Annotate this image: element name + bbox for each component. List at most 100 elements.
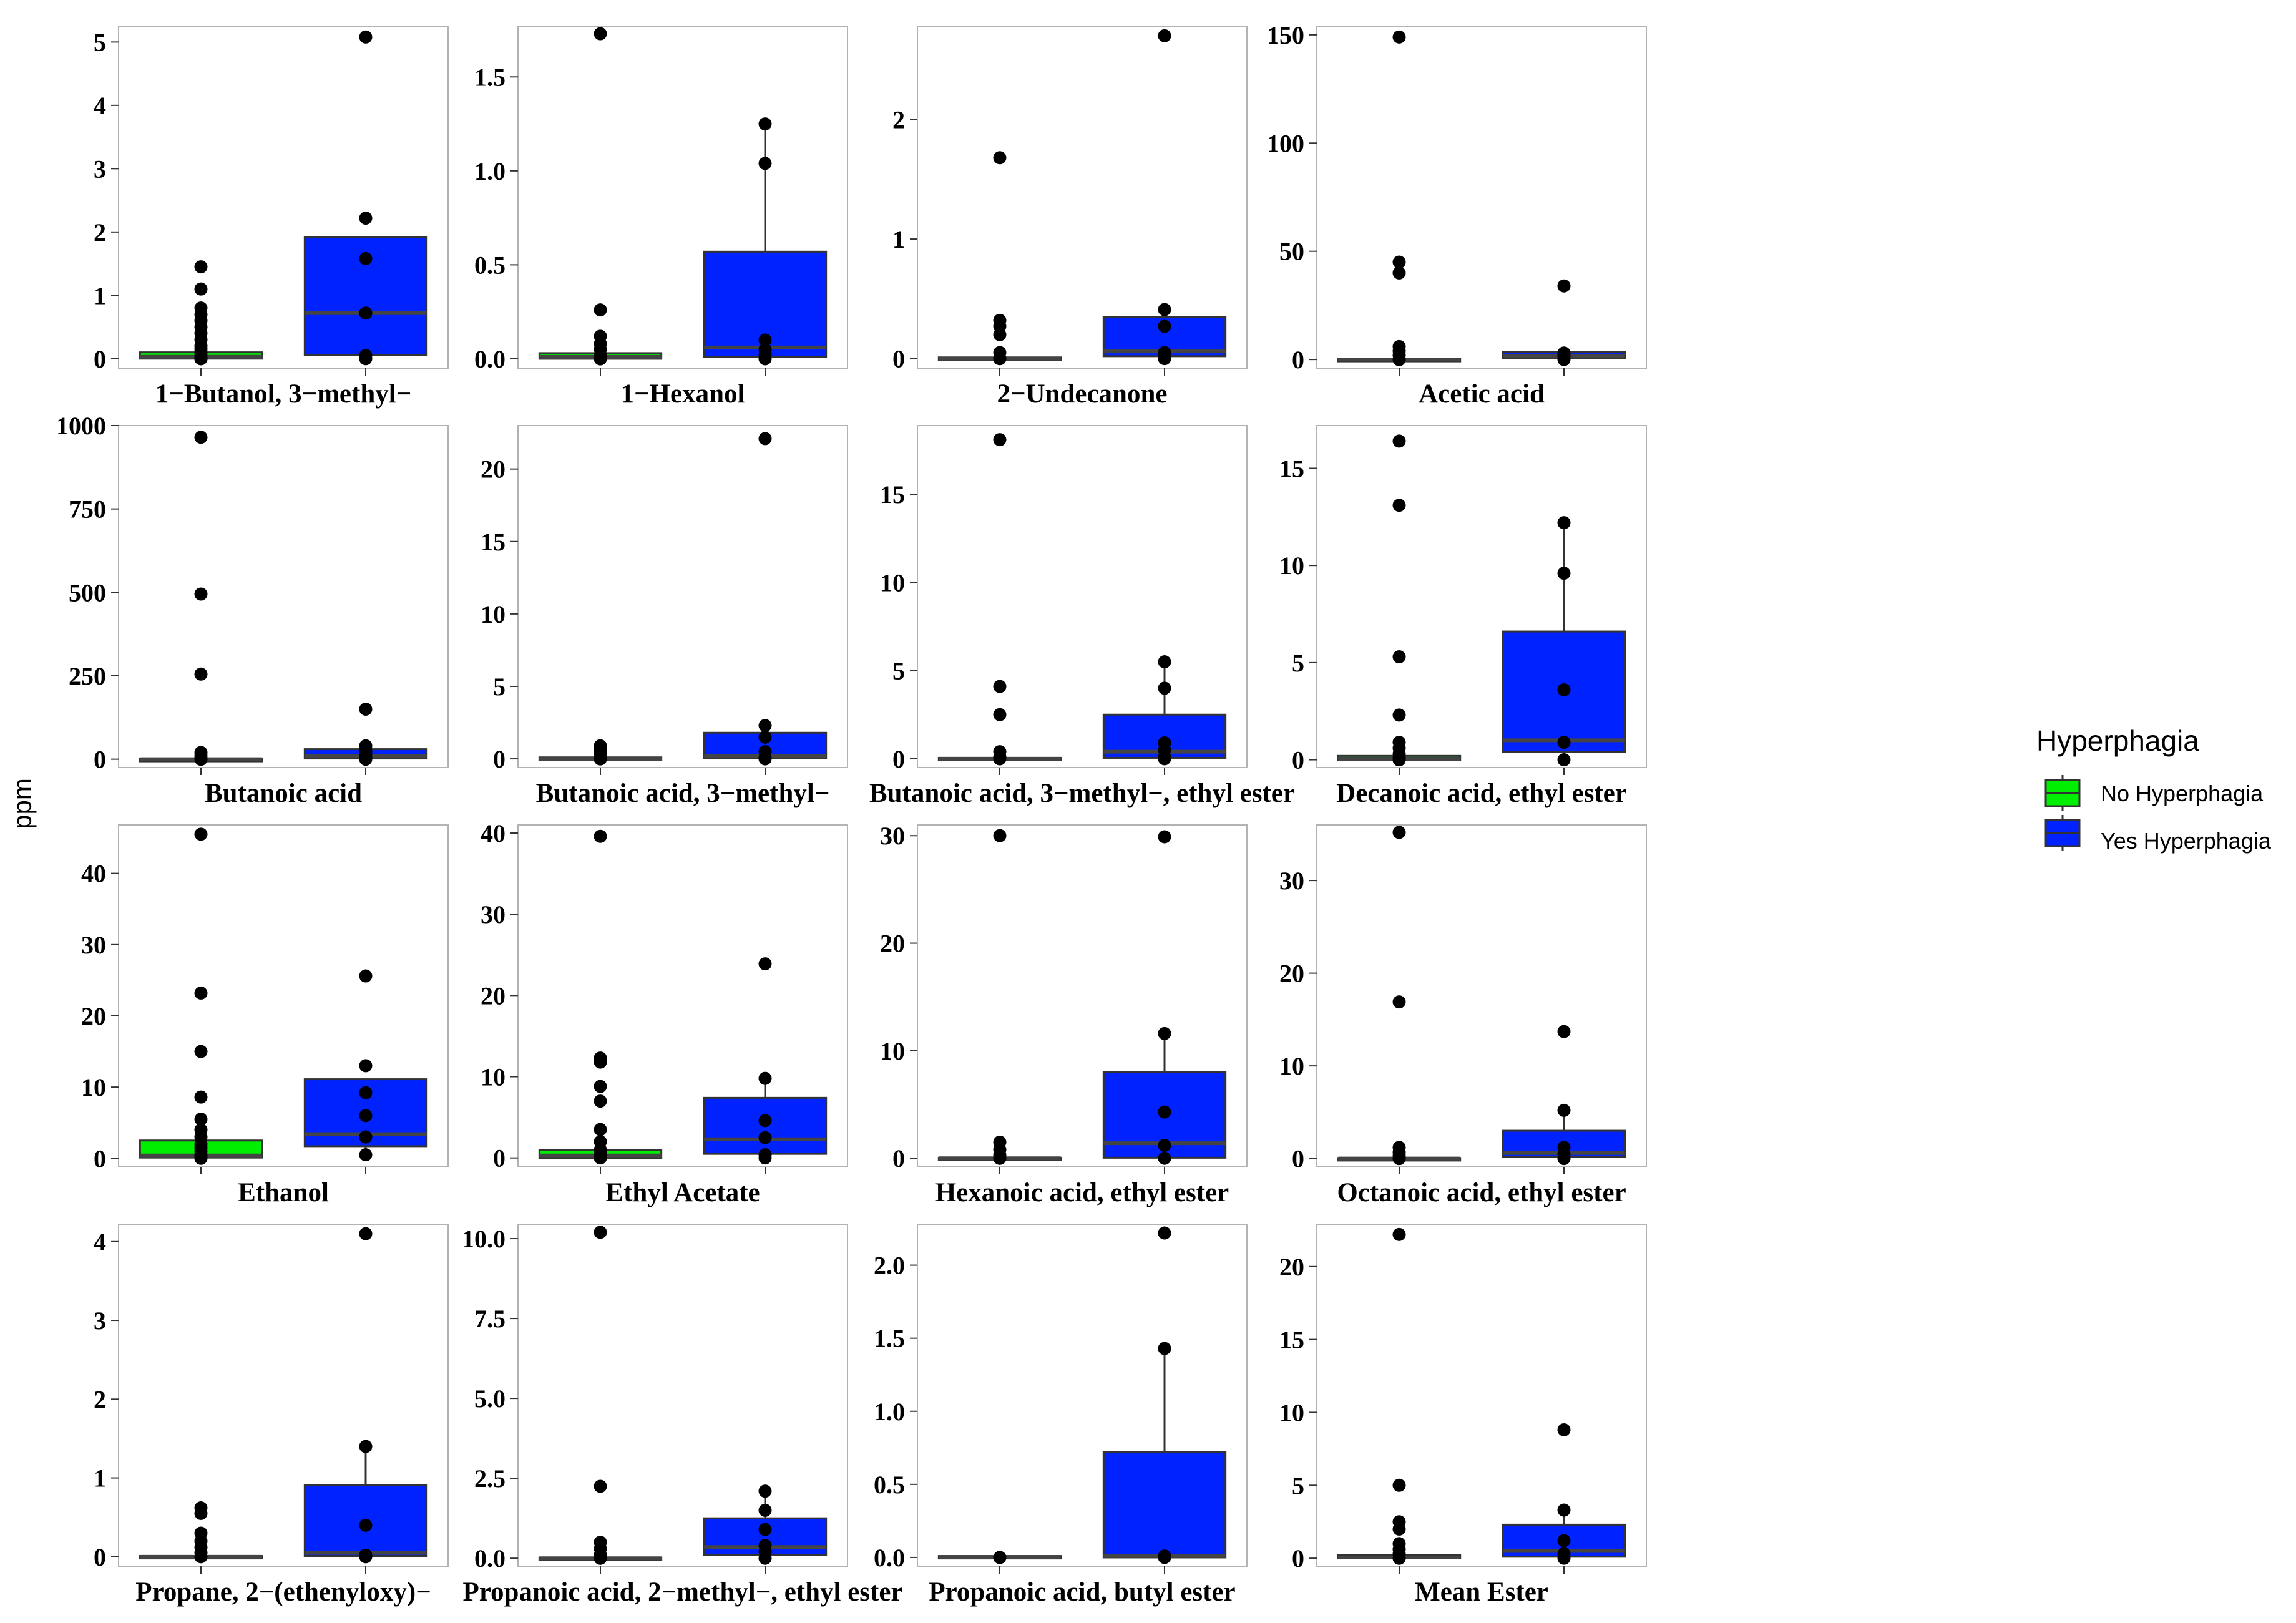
y-tick-label: 30 <box>1279 867 1304 895</box>
data-point <box>1158 1151 1171 1165</box>
data-point <box>594 739 607 753</box>
y-axis-label: ppm <box>7 778 37 829</box>
data-point <box>993 313 1007 327</box>
panel: 0 10 20 30 Octanoic acid, ethyl ester <box>1279 824 1647 1207</box>
panel: 0 10 20 30 40 Ethanol <box>81 824 449 1207</box>
data-point <box>758 744 772 758</box>
panel: 0 1 2 2−Undecanone <box>892 26 1248 409</box>
y-tick-label: 5 <box>892 657 905 685</box>
y-tick-label: 10 <box>880 568 905 597</box>
data-point <box>194 827 208 841</box>
data-point <box>1158 1226 1171 1240</box>
y-tick-label: 2.0 <box>874 1252 905 1280</box>
y-tick-label: 2.5 <box>474 1465 506 1493</box>
data-point <box>758 1539 772 1552</box>
y-tick-label: 2 <box>94 1385 106 1413</box>
data-point <box>359 1440 373 1453</box>
y-tick-label: 3 <box>94 155 106 183</box>
panel-title: Hexanoic acid, ethyl ester <box>935 1178 1229 1207</box>
panel-frame <box>1316 824 1647 1167</box>
data-point <box>993 829 1007 842</box>
y-tick-label: 10 <box>481 1063 506 1091</box>
data-point <box>758 730 772 744</box>
y-tick-label: 20 <box>1279 1253 1304 1281</box>
data-point <box>758 117 772 131</box>
data-point <box>993 433 1007 447</box>
y-tick-label: 1 <box>94 281 106 309</box>
y-tick-label: 40 <box>481 819 506 847</box>
data-point <box>359 1148 373 1162</box>
y-tick-label: 0 <box>892 345 905 373</box>
data-point <box>1158 655 1171 669</box>
data-point <box>758 1148 772 1161</box>
panel-title: Propanoic acid, butyl ester <box>929 1577 1235 1607</box>
data-point <box>1158 1139 1171 1153</box>
y-tick-label: 7.5 <box>474 1305 506 1333</box>
y-tick-label: 0 <box>892 1144 905 1172</box>
panel-title: Acetic acid <box>1419 379 1545 409</box>
y-tick-label: 10 <box>880 1037 905 1065</box>
data-point <box>758 1114 772 1128</box>
y-tick-label: 15 <box>1279 1326 1304 1354</box>
data-point <box>1392 1537 1406 1551</box>
y-tick-label: 15 <box>880 480 905 509</box>
legend-key-no-hyperphagia: No Hyperphagia <box>2044 775 2264 811</box>
panel-title: 2−Undecanone <box>997 379 1168 409</box>
panel-title: 1−Butanol, 3−methyl− <box>155 379 411 409</box>
panel-title: Ethanol <box>238 1178 329 1207</box>
y-tick-label: 1 <box>892 225 905 253</box>
data-point <box>1392 1141 1406 1154</box>
y-tick-label: 10.0 <box>462 1225 506 1253</box>
data-point <box>758 1484 772 1498</box>
data-point <box>194 1526 208 1540</box>
y-tick-label: 0 <box>1292 1544 1304 1572</box>
y-tick-label: 1.5 <box>474 63 506 91</box>
data-point <box>1557 567 1571 580</box>
data-point <box>359 306 373 320</box>
y-tick-label: 0 <box>1292 746 1304 774</box>
panel: 0 10 20 30 40 Ethyl Acetate <box>481 819 848 1207</box>
y-tick-label: 15 <box>1279 455 1304 483</box>
data-point <box>194 587 208 601</box>
data-point <box>1392 650 1406 664</box>
data-point <box>194 1090 208 1104</box>
data-point <box>359 1548 373 1562</box>
panel-frame <box>917 425 1248 768</box>
legend-title: Hyperphagia <box>2036 724 2199 757</box>
data-point <box>1392 1515 1406 1529</box>
y-tick-label: 10 <box>1279 1052 1304 1080</box>
data-point <box>1392 1478 1406 1492</box>
data-point <box>359 1059 373 1073</box>
data-point <box>359 1227 373 1240</box>
data-point <box>359 1130 373 1144</box>
data-point <box>1557 516 1571 530</box>
y-tick-label: 3 <box>94 1307 106 1335</box>
data-point <box>1557 1547 1571 1561</box>
data-point <box>993 151 1007 165</box>
y-tick-label: 150 <box>1267 21 1304 49</box>
data-point <box>194 667 208 681</box>
data-point <box>194 282 208 296</box>
data-point <box>359 969 373 983</box>
data-point <box>1158 1026 1171 1040</box>
y-tick-label: 15 <box>481 528 506 556</box>
data-point <box>1158 319 1171 333</box>
panel-title: Propane, 2−(ethenyloxy)− <box>135 1577 431 1607</box>
data-point <box>1392 255 1406 269</box>
y-tick-label: 30 <box>880 822 905 850</box>
data-point <box>1158 1549 1171 1563</box>
legend: Hyperphagia No Hyperphagia Yes Hyperphag… <box>2036 724 2272 854</box>
y-tick-label: 0 <box>892 745 905 773</box>
data-point <box>594 1080 607 1093</box>
data-point <box>993 680 1007 693</box>
panel: 0 5 10 15 20 Mean Ester <box>1279 1224 1647 1607</box>
data-point <box>1158 1342 1171 1355</box>
data-point <box>594 1479 607 1493</box>
data-point <box>993 1551 1007 1564</box>
data-point <box>1392 266 1406 280</box>
panel-frame <box>517 425 848 768</box>
data-point <box>359 739 373 753</box>
data-point <box>1392 30 1406 44</box>
y-tick-label: 20 <box>81 1002 106 1030</box>
